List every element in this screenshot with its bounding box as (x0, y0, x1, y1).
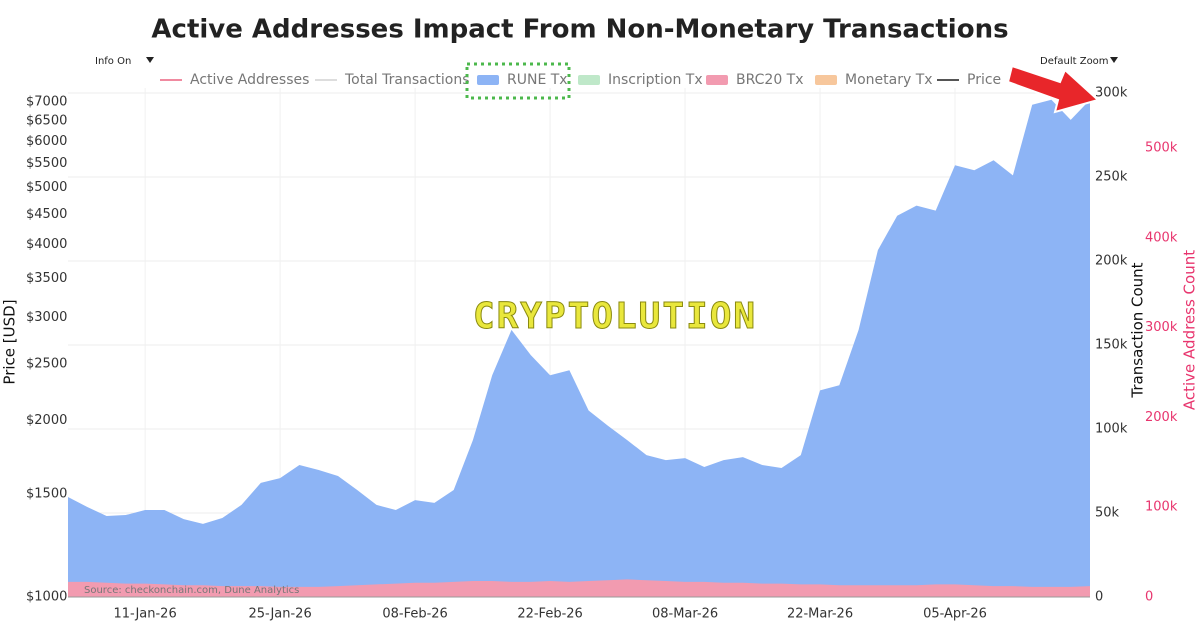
legend-label[interactable]: Total Transactions (344, 72, 470, 88)
y2-tick-label: 300k (1095, 86, 1128, 101)
area (68, 99, 1090, 598)
legend-swatch (578, 75, 600, 85)
y3-tick-label: 200k (1145, 410, 1178, 425)
y3-tick-label: 400k (1145, 230, 1178, 245)
y3-axis-title: Active Address Count (1181, 250, 1199, 410)
plot-area: 0 50k 100k 150k 200k 250k 300k 11-Jan-26 25-Jan-… (26, 86, 1178, 622)
y2-tick-label: 0 (1095, 590, 1103, 605)
y-tick-label: $3500 (26, 271, 67, 286)
y-tick-label: $4000 (26, 237, 67, 252)
dropdown-caret (146, 57, 154, 63)
legend-label[interactable]: Monetary Tx (845, 72, 933, 88)
y-tick-label: $5000 (26, 180, 67, 195)
legend-label[interactable]: Inscription Tx (608, 72, 703, 88)
y-tick-label: $2500 (26, 356, 67, 371)
y-tick-label: $4500 (26, 207, 67, 222)
legend-swatch (477, 75, 499, 85)
x-tick-label: 22-Feb-26 (517, 607, 582, 622)
zoom-select[interactable]: Default Zoom (1040, 56, 1109, 67)
y2-tick-label: 100k (1095, 422, 1128, 437)
y3-tick-label: 100k (1145, 500, 1178, 515)
y2-tick-label: 250k (1095, 170, 1128, 185)
area (68, 579, 1090, 597)
y-tick-label: $6500 (26, 113, 67, 128)
y3-tick-label: 500k (1145, 141, 1178, 156)
y-tick-label: $3000 (26, 310, 67, 325)
x-tick-label: 22-Mar-26 (787, 607, 853, 622)
legend-swatch (706, 75, 728, 85)
x-tick-label: 11-Jan-26 (114, 607, 177, 622)
arrow (1006, 64, 1101, 114)
highlight-box (465, 62, 571, 100)
y-tick-label: $1000 (26, 590, 67, 605)
watermark: CRYPTOLUTION (473, 296, 757, 337)
y2-tick-label: 150k (1095, 338, 1128, 353)
y-tick-label: $1500 (26, 486, 67, 501)
y2-tick-label: 50k (1095, 506, 1120, 521)
y2-tick-label: 200k (1095, 254, 1128, 269)
legend-label[interactable]: BRC20 Tx (736, 72, 804, 88)
y-axis-title: Price [USD] (1, 299, 19, 384)
legend-label[interactable]: Active Addresses (190, 72, 309, 88)
legend-label[interactable]: Price (967, 72, 1001, 88)
dropdown-caret (1110, 57, 1118, 63)
chart-title: Active Addresses Impact From Non-Monetar… (151, 15, 1008, 45)
y-tick-label: $2000 (26, 413, 67, 428)
x-tick-label: 08-Mar-26 (652, 607, 718, 622)
y3-tick-label: 0 (1145, 590, 1153, 605)
y-tick-label: $7000 (26, 95, 67, 110)
y-tick-label: $6000 (26, 134, 67, 149)
y3-tick-label: 300k (1145, 320, 1178, 335)
source-note: Source: checkonchain.com, Dune Analytics (84, 585, 299, 596)
legend-label[interactable]: RUNE Tx (507, 72, 568, 88)
x-tick-label: 08-Feb-26 (382, 607, 447, 622)
info-toggle[interactable]: Info On (95, 56, 131, 67)
legend-swatch (815, 75, 837, 85)
x-tick-label: 25-Jan-26 (248, 607, 311, 622)
x-tick-label: 05-Apr-26 (923, 607, 987, 622)
y2-axis-title: Transaction Count (1129, 262, 1147, 398)
y-tick-label: $5500 (26, 156, 67, 171)
